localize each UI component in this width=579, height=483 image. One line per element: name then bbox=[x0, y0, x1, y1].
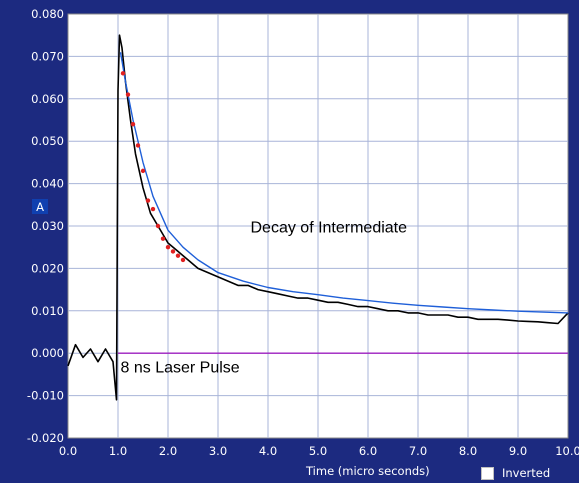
fit-point bbox=[165, 245, 171, 250]
fit-point bbox=[145, 198, 151, 203]
y-axis-label-text: A bbox=[36, 200, 44, 214]
y-tick-label: 0.050 bbox=[31, 134, 64, 148]
fit-point bbox=[155, 223, 161, 229]
y-tick-label: 0.070 bbox=[31, 49, 64, 63]
fit-point bbox=[150, 206, 156, 212]
x-tick-label: 3.0 bbox=[209, 444, 227, 458]
fit-point bbox=[180, 257, 186, 263]
fit-point bbox=[175, 253, 181, 258]
y-tick-label: 0.030 bbox=[31, 219, 64, 233]
x-tick-label: 6.0 bbox=[359, 444, 377, 458]
fit-point bbox=[140, 168, 146, 174]
x-axis-ticks: 0.0 1.0 2.0 3.0 4.0 5.0 6.0 7.0 8.0 9.0 10.0 bbox=[59, 444, 579, 458]
chart-annotations: Decay of Intermediate 8 ns Laser Pulse bbox=[121, 219, 408, 376]
x-tick-label: 2.0 bbox=[159, 444, 177, 458]
fit-point bbox=[160, 236, 166, 241]
y-tick-label: 0.020 bbox=[31, 261, 64, 275]
x-tick-label: 5.0 bbox=[309, 444, 327, 458]
x-tick-label: 1.0 bbox=[109, 444, 127, 458]
inverted-toggle[interactable]: Inverted bbox=[481, 465, 550, 481]
x-tick-label: 4.0 bbox=[259, 444, 277, 458]
series-signal-line bbox=[67, 34, 569, 401]
x-tick-label: 0.0 bbox=[59, 444, 77, 458]
fit-point bbox=[120, 71, 126, 76]
fit-point bbox=[125, 92, 131, 97]
y-axis-label-bg bbox=[32, 199, 48, 214]
y-tick-label: 0.040 bbox=[31, 177, 64, 191]
y-tick-label: 0.060 bbox=[31, 92, 64, 106]
y-tick-label: -0.010 bbox=[27, 389, 64, 403]
y-tick-label: 0.000 bbox=[31, 346, 64, 360]
y-axis-label: A bbox=[32, 199, 48, 214]
fit-point bbox=[170, 249, 176, 254]
x-tick-label: 7.0 bbox=[409, 444, 427, 458]
y-tick-label: -0.020 bbox=[27, 431, 64, 445]
fit-point bbox=[135, 143, 141, 148]
x-tick-label: 8.0 bbox=[459, 444, 477, 458]
fit-point bbox=[130, 122, 136, 127]
data-series bbox=[67, 34, 569, 401]
x-tick-label: 10.0 bbox=[555, 444, 579, 458]
y-tick-label: 0.080 bbox=[31, 7, 64, 21]
series-fit-line bbox=[119, 52, 569, 314]
inverted-label: Inverted bbox=[502, 466, 551, 480]
y-tick-label: 0.010 bbox=[31, 304, 64, 318]
x-axis-label: Time (micro seconds) bbox=[306, 464, 430, 478]
chart-annotation: Decay of Intermediate bbox=[251, 219, 408, 236]
x-tick-label: 9.0 bbox=[509, 444, 527, 458]
y-axis-ticks: -0.020 -0.010 0.000 0.010 0.020 0.030 0.040 0.0… bbox=[27, 7, 64, 445]
inverted-checkbox[interactable] bbox=[481, 466, 494, 480]
chart-annotation: 8 ns Laser Pulse bbox=[121, 359, 240, 376]
